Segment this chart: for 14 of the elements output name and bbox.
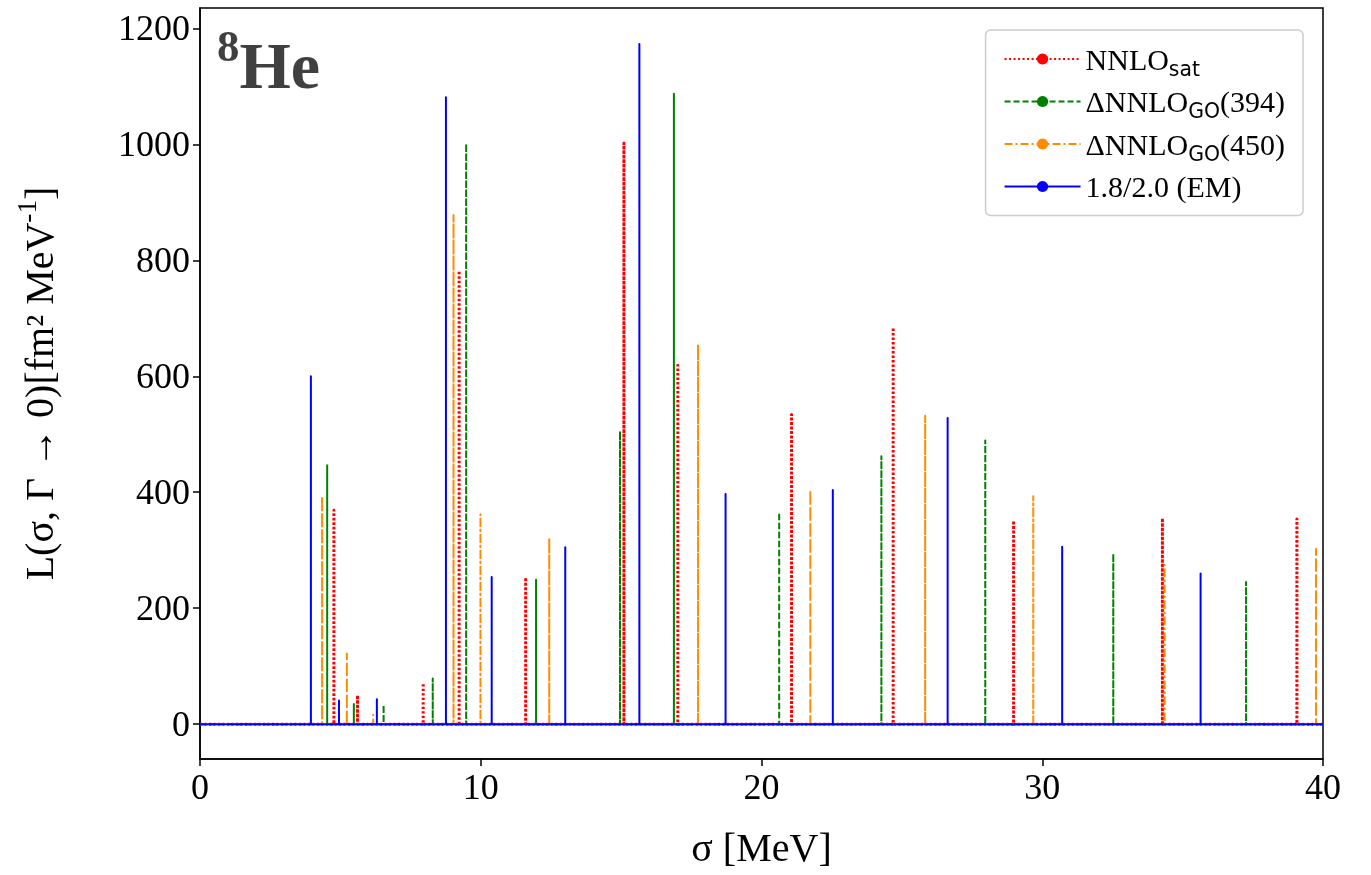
y-tick-label: 1200 xyxy=(118,8,190,49)
x-tick-label: 30 xyxy=(1024,767,1061,807)
y-tick-label: 1000 xyxy=(118,124,190,165)
y-axis-title: L(σ, Γ → 0)[fm² MeV-1] xyxy=(11,186,62,581)
y-tick-label: 0 xyxy=(172,704,190,745)
x-axis-title: σ [MeV] xyxy=(691,824,832,870)
x-tick-label: 40 xyxy=(1305,767,1341,807)
y-tick-label: 600 xyxy=(136,356,190,397)
y-tick-label: 200 xyxy=(136,588,190,629)
x-tick-label: 10 xyxy=(462,767,499,807)
y-tick-label: 800 xyxy=(136,240,190,281)
x-tick-label: 20 xyxy=(743,767,780,807)
legend-label: 1.8/2.0 (EM) xyxy=(1085,170,1242,204)
y-tick-label: 400 xyxy=(136,472,190,513)
